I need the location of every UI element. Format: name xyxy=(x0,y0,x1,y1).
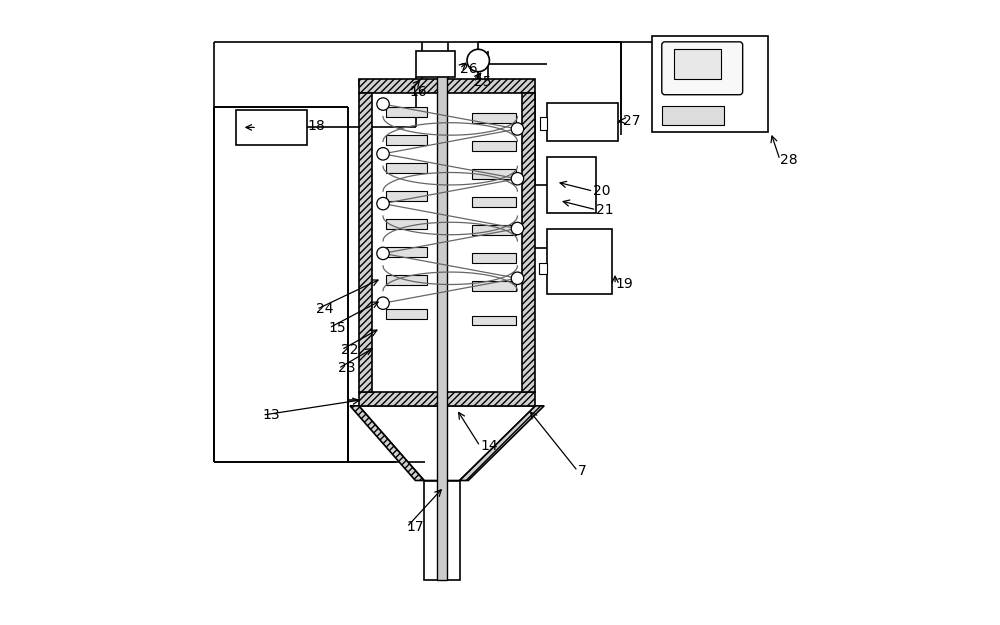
Circle shape xyxy=(511,173,524,185)
Bar xyxy=(386,275,427,284)
Text: 14: 14 xyxy=(480,439,498,453)
Bar xyxy=(472,113,516,123)
Bar xyxy=(472,253,516,262)
Bar xyxy=(547,157,596,213)
Bar xyxy=(359,392,535,406)
Text: 17: 17 xyxy=(407,520,424,534)
Bar xyxy=(472,281,516,291)
Bar xyxy=(386,219,427,229)
Bar xyxy=(662,106,724,124)
Bar xyxy=(472,198,516,207)
Text: 24: 24 xyxy=(316,302,334,316)
Bar xyxy=(386,309,427,319)
Bar xyxy=(424,481,460,580)
Bar xyxy=(416,51,455,78)
Polygon shape xyxy=(460,406,544,481)
Circle shape xyxy=(377,247,389,259)
Text: 28: 28 xyxy=(780,153,798,167)
Bar xyxy=(652,36,768,132)
Text: 22: 22 xyxy=(341,343,359,357)
Circle shape xyxy=(377,98,389,110)
Text: 26: 26 xyxy=(460,62,477,76)
Bar xyxy=(674,49,721,79)
Circle shape xyxy=(511,122,524,135)
Polygon shape xyxy=(359,406,535,481)
Circle shape xyxy=(467,49,489,72)
Bar xyxy=(386,135,427,144)
Text: 27: 27 xyxy=(623,114,641,128)
Text: 13: 13 xyxy=(262,408,280,422)
Text: 19: 19 xyxy=(615,278,633,291)
Text: 7: 7 xyxy=(578,464,587,478)
Bar xyxy=(386,107,427,116)
Bar xyxy=(547,102,618,141)
Bar xyxy=(386,191,427,201)
Bar xyxy=(472,141,516,151)
Bar xyxy=(359,93,372,392)
Text: 15: 15 xyxy=(329,321,347,335)
Text: 16: 16 xyxy=(410,84,428,99)
Bar xyxy=(386,247,427,256)
Bar xyxy=(359,79,535,93)
Text: 20: 20 xyxy=(593,184,611,198)
Text: 21: 21 xyxy=(596,203,614,217)
Circle shape xyxy=(377,198,389,210)
Polygon shape xyxy=(350,406,424,481)
Text: 25: 25 xyxy=(474,75,491,89)
Text: 23: 23 xyxy=(338,361,356,376)
Bar xyxy=(472,169,516,179)
Bar xyxy=(386,163,427,172)
Bar xyxy=(372,93,522,392)
Circle shape xyxy=(511,222,524,235)
Bar xyxy=(539,263,547,274)
FancyBboxPatch shape xyxy=(662,42,743,95)
Text: 18: 18 xyxy=(307,119,325,133)
Bar xyxy=(437,58,447,580)
Bar xyxy=(472,226,516,235)
Bar xyxy=(547,229,612,294)
Circle shape xyxy=(511,272,524,284)
Circle shape xyxy=(377,297,389,309)
Bar xyxy=(472,316,516,325)
Circle shape xyxy=(377,148,389,160)
Bar xyxy=(236,110,307,144)
Bar xyxy=(540,118,547,130)
Bar xyxy=(522,93,535,392)
